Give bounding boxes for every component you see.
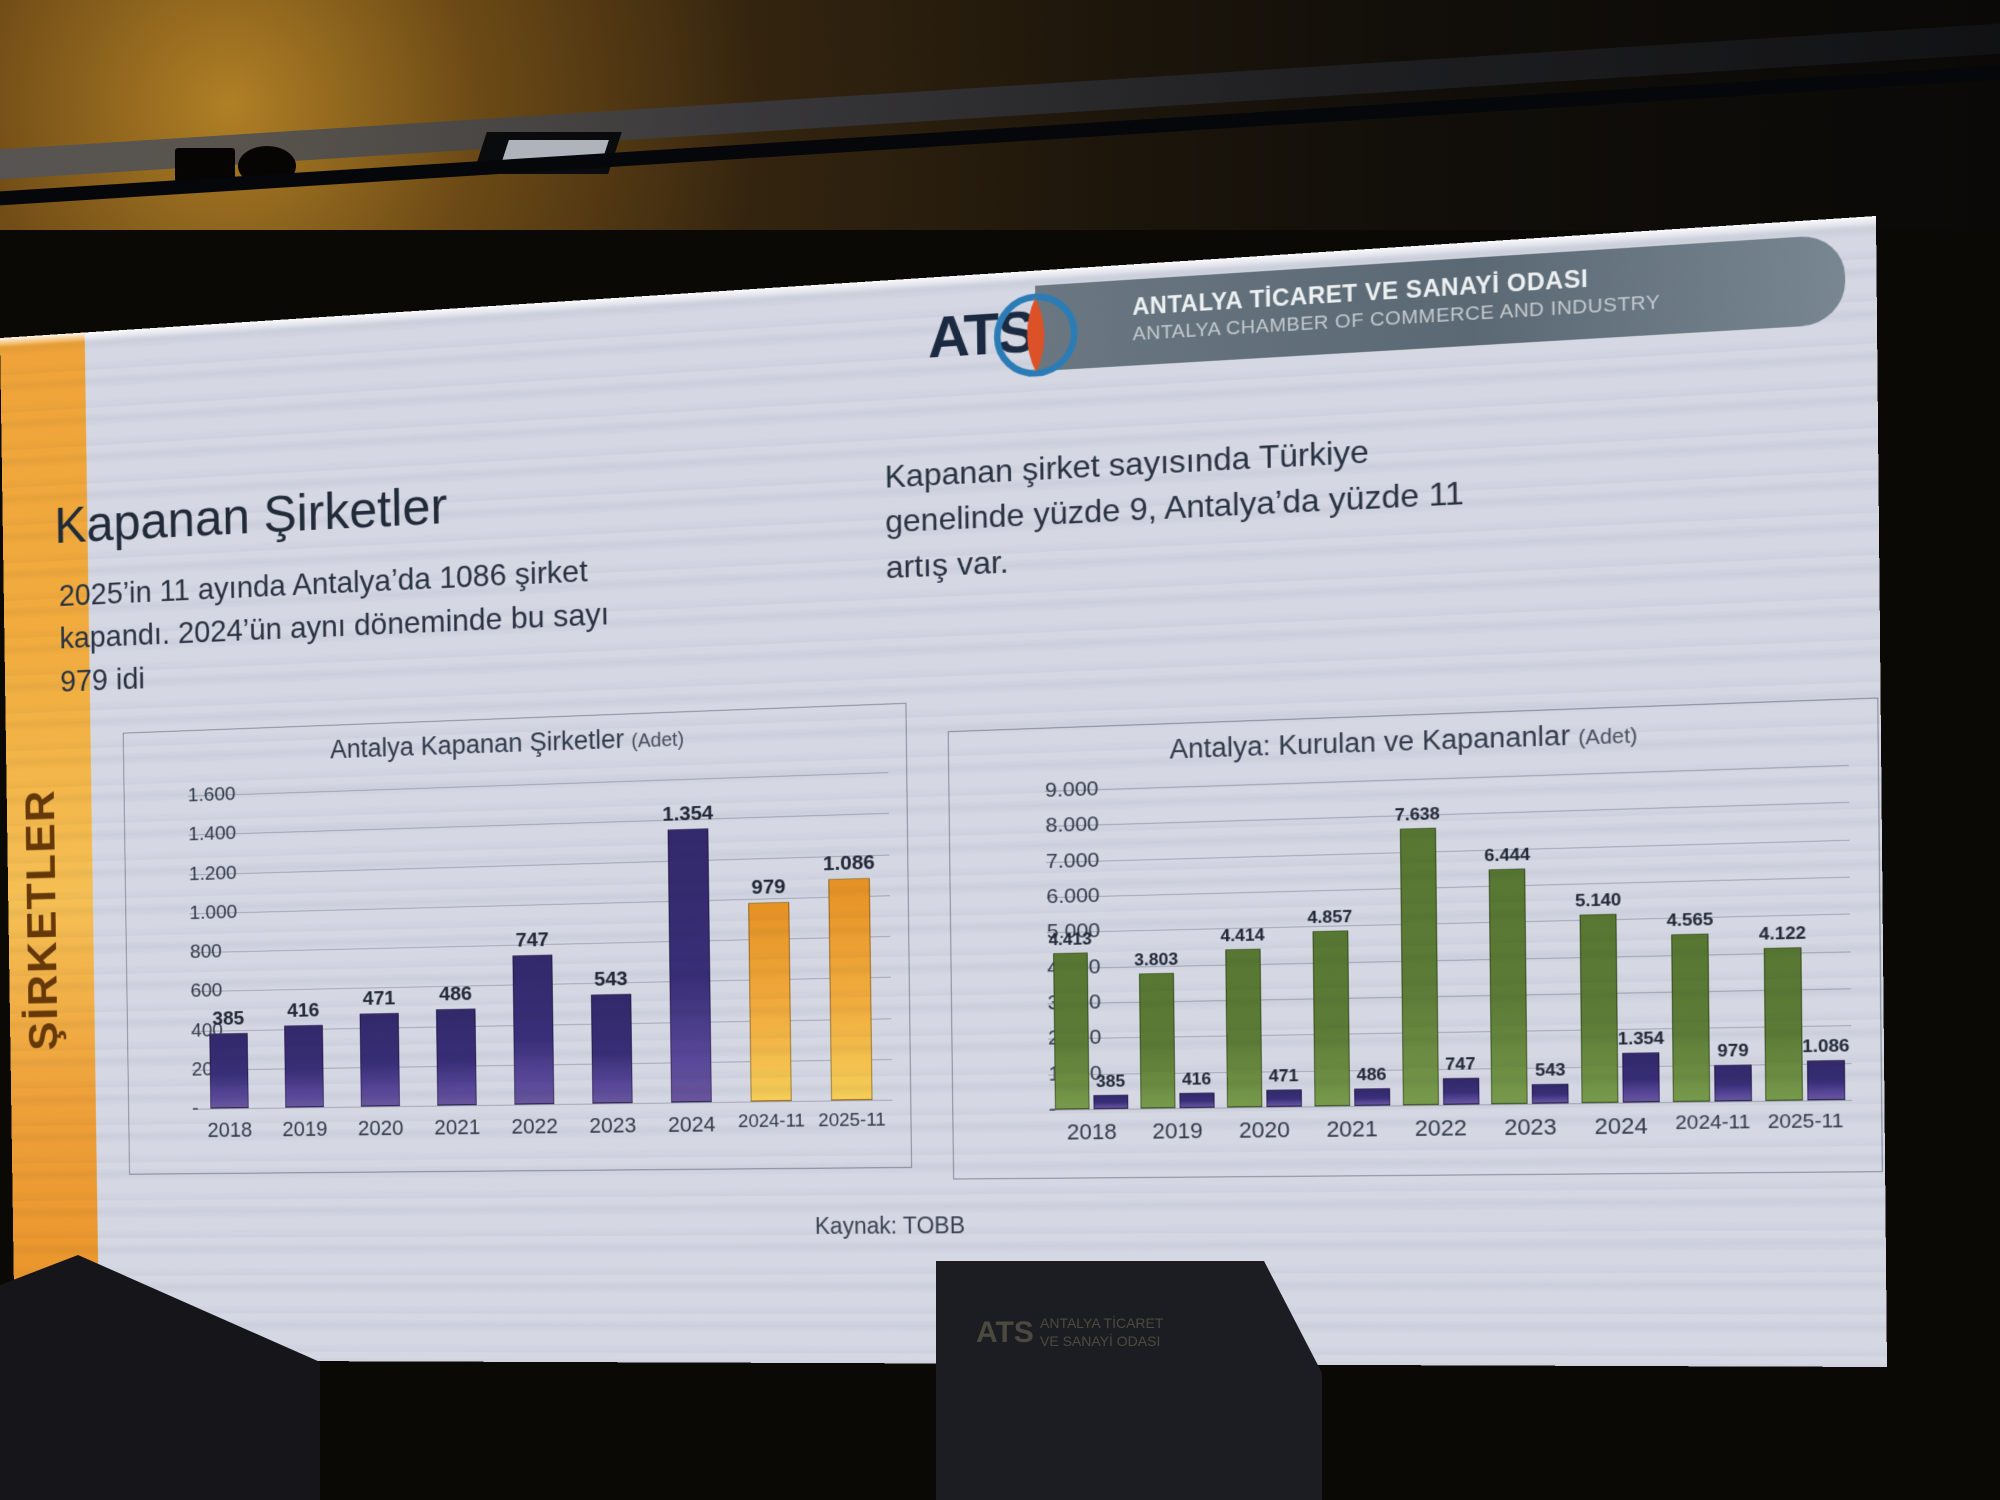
svg-text:ATS: ATS bbox=[928, 300, 1036, 371]
